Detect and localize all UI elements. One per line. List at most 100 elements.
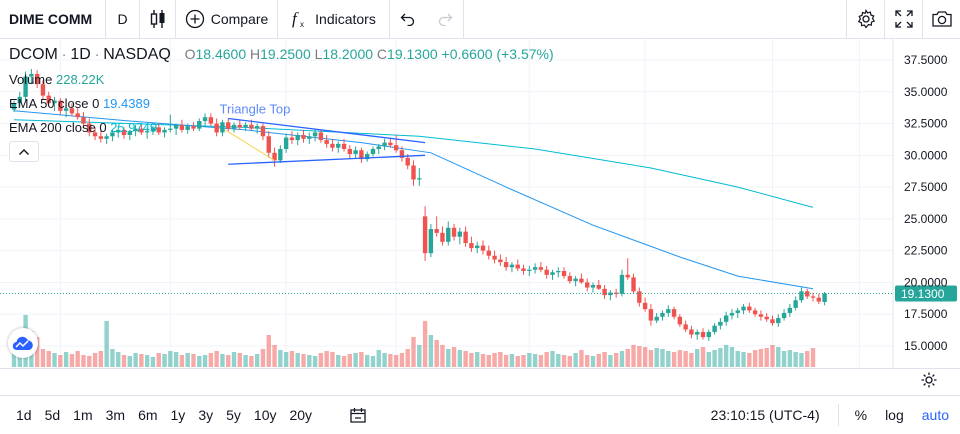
volume-bar: [434, 340, 439, 367]
compare-button[interactable]: Compare: [176, 0, 278, 38]
range-3m[interactable]: 3m: [105, 407, 126, 423]
candle-body: [278, 148, 283, 161]
volume-bar: [642, 347, 648, 367]
candle-body: [556, 271, 561, 273]
legend-ema200[interactable]: EMA 200 close 0 25.9749: [9, 120, 157, 135]
y-tick-label: 25.0000: [904, 212, 948, 226]
range-6m[interactable]: 6m: [138, 407, 158, 423]
volume-bar: [139, 354, 144, 367]
candle-body: [127, 131, 132, 135]
candle-body: [758, 314, 764, 317]
volume-bar: [422, 321, 428, 367]
volume-bar: [249, 356, 254, 367]
ema50-line: [13, 110, 814, 290]
candle-body: [729, 312, 735, 316]
range-5d[interactable]: 5d: [44, 407, 61, 423]
bottom-toolbar: 1d 5d 1m 3m 6m 1y 3y 5y 10y 20y 23:10:15 (UTC-4) …: [0, 395, 960, 434]
settings-button[interactable]: [846, 0, 884, 38]
clock-display[interactable]: 23:10:15 (UTC-4): [710, 407, 820, 423]
chart-type-button[interactable]: [140, 0, 176, 38]
volume-bar: [283, 352, 289, 367]
pattern-label[interactable]: Triangle Top: [220, 101, 291, 116]
candle-body: [69, 108, 75, 114]
volume-bar: [156, 353, 161, 367]
pattern-upper-line[interactable]: [228, 117, 426, 144]
volume-bar: [260, 349, 266, 367]
candle-body: [17, 96, 22, 104]
candle-body: [509, 264, 515, 268]
pattern-lower-line[interactable]: [228, 154, 426, 165]
fullscreen-icon: [894, 10, 913, 28]
candle-body: [75, 113, 80, 118]
candle-body: [249, 124, 254, 129]
goto-date-icon[interactable]: [349, 406, 367, 424]
candle-body: [399, 150, 405, 158]
candle-body: [810, 296, 816, 298]
volume-bar: [463, 351, 468, 367]
y-tick-label: 30.0000: [904, 148, 948, 162]
volume-bar: [173, 352, 179, 367]
range-1d[interactable]: 1d: [16, 407, 32, 423]
chevron-up-icon: [19, 148, 29, 155]
candle-body: [336, 143, 341, 148]
percent-toggle[interactable]: %: [854, 407, 868, 423]
candle-body: [689, 329, 694, 335]
volume-bar: [376, 350, 381, 367]
symbol-search-button[interactable]: DIME COMM: [0, 0, 106, 38]
candle-body: [359, 150, 364, 160]
volume-bar: [509, 354, 515, 367]
volume-bar: [92, 353, 98, 367]
volume-bar: [364, 355, 370, 367]
y-tick-label: 15.0000: [904, 339, 948, 353]
volume-bar: [677, 350, 683, 367]
range-3y[interactable]: 3y: [198, 407, 214, 423]
candle-body: [11, 103, 17, 110]
legend-ema50[interactable]: EMA 50 close 0 19.4389: [9, 96, 150, 111]
candle-body: [214, 123, 219, 133]
undo-icon[interactable]: [400, 12, 416, 26]
candle-body: [104, 136, 109, 139]
candle-body: [498, 259, 503, 263]
log-toggle[interactable]: log: [885, 407, 904, 423]
divider: [837, 404, 839, 426]
volume-bar: [770, 345, 775, 367]
fullscreen-button[interactable]: [884, 0, 922, 38]
volume-bar: [52, 353, 57, 367]
volume-bar: [532, 354, 538, 367]
redo-icon[interactable]: [437, 12, 453, 26]
screenshot-button[interactable]: [922, 0, 960, 38]
volume-bar: [289, 351, 295, 367]
volume-bar: [596, 354, 601, 367]
y-tick-label: 37.5000: [904, 53, 948, 67]
volume-bar: [683, 351, 688, 367]
volume-bar: [648, 350, 654, 367]
candle-body: [440, 232, 445, 242]
interval-button[interactable]: D: [106, 0, 140, 38]
range-1m[interactable]: 1m: [73, 407, 93, 423]
axis-settings-icon[interactable]: [920, 371, 938, 389]
range-5y[interactable]: 5y: [226, 407, 241, 423]
candle-body: [631, 277, 636, 292]
volume-bar: [451, 347, 457, 367]
price-chart[interactable]: Triangle Top 19.1300 37.5000 35.0000 32.5000…: [0, 39, 960, 369]
brand-logo[interactable]: [8, 328, 38, 358]
candle-body: [226, 122, 231, 129]
candle-body: [191, 126, 196, 129]
volume-bar: [544, 352, 549, 367]
range-20y[interactable]: 20y: [289, 407, 313, 423]
volume-bar: [781, 351, 787, 367]
volume-bar: [191, 354, 196, 367]
legend-volume[interactable]: Volume 228.22K: [9, 72, 104, 87]
range-buttons: 1d 5d 1m 3m 6m 1y 3y 5y 10y 20y: [16, 407, 325, 423]
legend-symbol[interactable]: DCOM: [9, 46, 58, 63]
range-1y[interactable]: 1y: [170, 407, 186, 423]
volume-bar: [492, 353, 497, 367]
legend-collapse-button[interactable]: [9, 141, 39, 162]
auto-toggle[interactable]: auto: [921, 407, 949, 423]
candle-body: [52, 100, 57, 104]
volume-bar: [34, 337, 40, 367]
volume-bar: [208, 353, 214, 367]
range-10y[interactable]: 10y: [253, 407, 277, 423]
volume-bar: [602, 352, 607, 367]
